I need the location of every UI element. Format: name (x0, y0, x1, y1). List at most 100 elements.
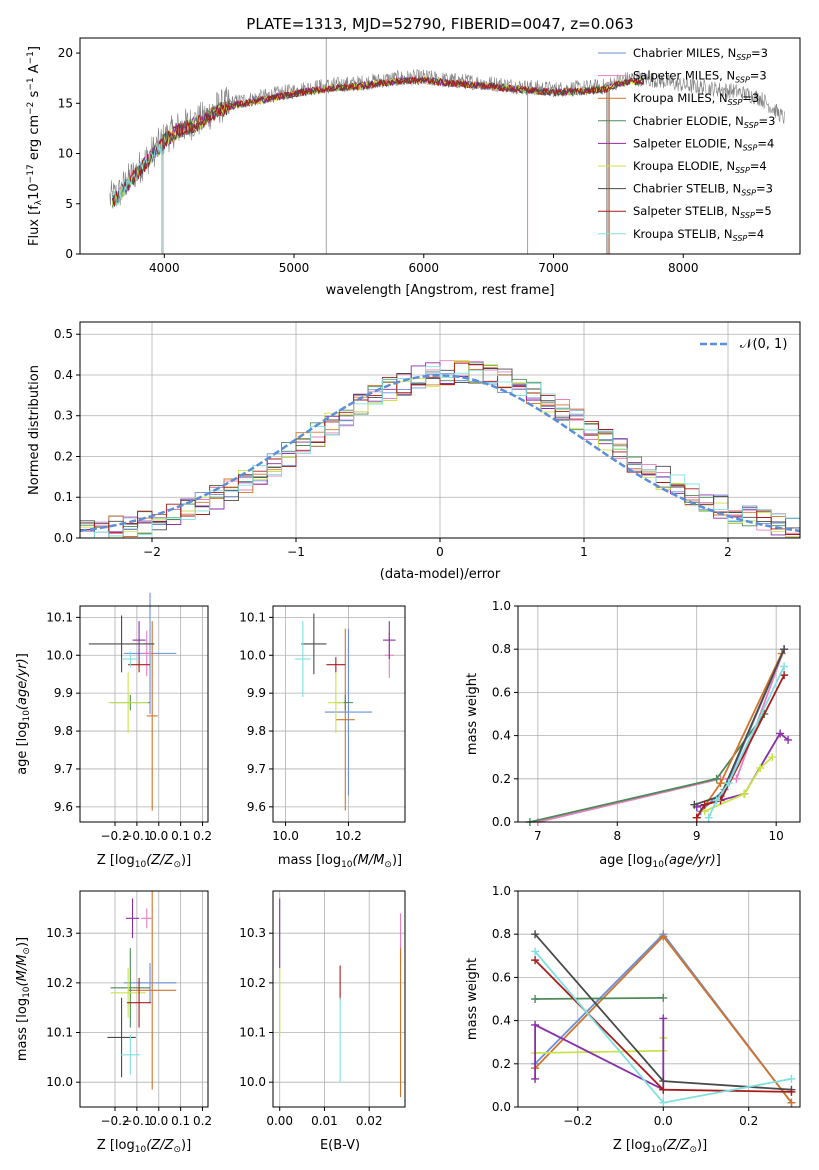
weight-line (535, 997, 664, 1000)
weight-marker (768, 753, 777, 762)
y-tick-label: 1.0 (492, 884, 511, 898)
x-tick-label: 5000 (279, 261, 310, 275)
weight-marker (659, 1085, 668, 1094)
x-tick-label: −0.2 (563, 1114, 592, 1128)
x-tick-label: 7 (534, 829, 542, 843)
x-tick-label: 0.1 (171, 1114, 190, 1128)
weight-marker (692, 813, 701, 822)
weight-marker (787, 1098, 796, 1107)
y-tick-label: 9.6 (247, 800, 266, 814)
y-tick-label: 5 (65, 197, 73, 211)
mw-z-ylabel: mass weight (465, 958, 480, 1040)
mass-z-xlabel: Z [log10(Z/Z⊙)] (97, 1138, 191, 1155)
y-tick-label: 9.8 (54, 724, 73, 738)
x-tick-label: −2 (143, 545, 161, 559)
x-tick-label: 0.2 (193, 829, 212, 843)
y-tick-label: 10.1 (239, 610, 266, 624)
weight-marker (787, 1087, 796, 1096)
weight-marker (690, 800, 699, 809)
y-tick-label: 0.3 (54, 409, 73, 423)
weight-marker (531, 930, 540, 939)
y-tick-label: 20 (58, 46, 73, 60)
y-tick-label: 15 (58, 96, 73, 110)
weight-marker (740, 789, 749, 798)
x-tick-label: 2 (724, 545, 732, 559)
y-tick-label: 1.0 (492, 599, 511, 613)
weight-marker (704, 813, 713, 822)
x-tick-label: −0.2 (100, 829, 129, 843)
x-tick-label: 8 (613, 829, 621, 843)
residual-xlabel: (data-model)/error (380, 567, 501, 582)
y-tick-label: 0.6 (492, 685, 511, 699)
mw-z-xlabel: Z [log10(Z/Z⊙)] (613, 1138, 707, 1155)
y-tick-label: 10.3 (46, 926, 73, 940)
x-tick-label: −0.2 (100, 1114, 129, 1128)
y-tick-label: 0.8 (492, 927, 511, 941)
y-tick-label: 10.1 (239, 1026, 266, 1040)
y-tick-label: 10.3 (239, 926, 266, 940)
weight-line (695, 674, 785, 819)
age-mass-panel: 10.0 10.2 9.6 9.7 9.8 9.9 10.0 10.1 mass [log10… (239, 605, 406, 870)
y-tick-label: 0.0 (492, 1100, 511, 1114)
y-tick-label: 10.1 (46, 610, 73, 624)
y-tick-label: 9.7 (247, 762, 266, 776)
spectrum-ylabel: Flux [fλ10−17 erg cm−2 s−1 A−1] (26, 46, 44, 246)
weight-marker (732, 774, 741, 783)
y-tick-label: 0.5 (54, 327, 73, 341)
y-tick-label: 9.8 (247, 724, 266, 738)
spectrum-legend: Chabrier MILES, NSSP=3 Salpeter MILES, NS… (598, 46, 775, 243)
model-spectrum-line (111, 75, 645, 207)
spectrum-xlabel: wavelength [Angstrom, rest frame] (326, 283, 555, 298)
x-tick-label: 0.0 (149, 829, 168, 843)
mw-age-xlabel: age [log10(age/yr)] (599, 853, 721, 870)
weight-marker (700, 800, 709, 809)
legend-label: Kroupa MILES, NSSP=3 (633, 91, 759, 107)
y-tick-label: 9.7 (54, 762, 73, 776)
mass-z-panel: −0.2−0.10.0 0.1 0.2 10.0 10.1 10.2 10.3 Z [log… (15, 890, 212, 1155)
x-tick-label: −0.1 (122, 829, 151, 843)
weight-marker (787, 1074, 796, 1083)
x-tick-label: 9 (693, 829, 701, 843)
legend-label: Salpeter MILES, NSSP=3 (633, 69, 767, 85)
spectrum-panel: 4000 5000 6000 7000 8000 0 5 10 15 20 wavelength … (26, 37, 801, 298)
x-tick-label: 0.0 (149, 1114, 168, 1128)
weight-marker (659, 1077, 668, 1086)
mw-z-panel: −0.2 0.0 0.2 0.0 0.2 0.4 0.6 0.8 1.0 Z [log10(Z/… (465, 884, 801, 1155)
y-tick-label: 9.9 (247, 686, 266, 700)
x-tick-label: 0.2 (739, 1114, 758, 1128)
y-tick-label: 0.0 (54, 531, 73, 545)
x-tick-label: 0.01 (311, 1114, 338, 1128)
legend-label: Chabrier ELODIE, NSSP=3 (633, 114, 775, 130)
residual-histogram (80, 362, 800, 535)
y-tick-label: 10.0 (46, 648, 73, 662)
y-tick-label: 0.1 (54, 490, 73, 504)
spectrum-lines (109, 38, 785, 254)
legend-label: Salpeter ELODIE, NSSP=4 (633, 136, 774, 152)
weight-marker (724, 779, 733, 788)
y-tick-label: 0.4 (492, 1014, 511, 1028)
weight-marker (659, 1098, 668, 1107)
weight-line (534, 1018, 665, 1092)
x-tick-label: 10.2 (335, 829, 362, 843)
weight-line (707, 666, 785, 819)
legend-label: Kroupa STELIB, NSSP=4 (633, 227, 764, 243)
residual-histogram (80, 366, 800, 539)
x-tick-label: 6000 (409, 261, 440, 275)
x-tick-label: 0.00 (266, 1114, 293, 1128)
weight-marker (712, 774, 721, 783)
model-spectrum-line (111, 143, 162, 207)
weight-marker (780, 645, 789, 654)
y-tick-label: 9.9 (54, 686, 73, 700)
weight-marker (659, 1014, 668, 1023)
mass-z-ylabel: mass [log10(M/M⊙)] (15, 937, 32, 1061)
weight-marker (784, 735, 793, 744)
x-tick-label: 0 (436, 545, 444, 559)
legend-label: Chabrier MILES, NSSP=3 (633, 46, 768, 62)
x-tick-label: 0.2 (193, 1114, 212, 1128)
x-tick-label: 4000 (149, 261, 180, 275)
legend-label: Chabrier STELIB, NSSP=3 (633, 182, 773, 198)
x-tick-label: 0.02 (356, 1114, 383, 1128)
x-tick-label: −1 (287, 545, 305, 559)
legend-label: Kroupa ELODIE, NSSP=4 (633, 159, 767, 175)
